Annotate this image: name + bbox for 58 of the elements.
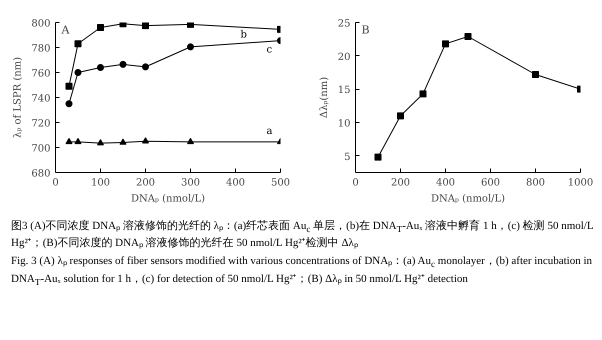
- annotation: A: [60, 24, 70, 36]
- point: [97, 139, 104, 146]
- point: [66, 138, 72, 144]
- point: [120, 22, 126, 28]
- point: [120, 60, 126, 68]
- point: [464, 33, 472, 40]
- x-tick-label: 200: [390, 178, 410, 188]
- x-tick-label: 300: [180, 178, 200, 188]
- point: [74, 40, 82, 48]
- point: [442, 40, 449, 48]
- point: [420, 90, 426, 98]
- y-tick-label: 800: [31, 18, 51, 30]
- x-tick-label: 100: [90, 178, 110, 188]
- x-tick-label: 0: [52, 178, 59, 188]
- annotation: B: [362, 24, 370, 36]
- y-tick-label: 5: [344, 152, 351, 163]
- x-tick-label: 800: [526, 178, 546, 188]
- x-tick-label: 200: [136, 178, 156, 188]
- x-tick-label: 400: [436, 178, 456, 188]
- point: [142, 137, 149, 144]
- x-tick-label: 1000: [568, 178, 594, 188]
- y-tick-label: 740: [31, 94, 51, 104]
- point: [120, 138, 126, 145]
- point: [187, 43, 194, 50]
- y-tick-label: 780: [31, 44, 51, 54]
- point: [142, 63, 149, 70]
- y-tick-label: 680: [31, 168, 51, 180]
- point: [74, 69, 82, 76]
- point: [532, 71, 539, 78]
- point: [66, 82, 72, 90]
- point: [187, 22, 194, 28]
- y-tick-label: 20: [338, 52, 351, 63]
- x-axis-title: DNAₚ (nmol/L): [430, 194, 506, 204]
- series-label: a: [266, 126, 272, 137]
- y-tick-label: 10: [338, 118, 351, 130]
- point: [66, 100, 72, 108]
- x-tick-label: 400: [226, 178, 246, 188]
- x-axis-title: DNAₚ (nmol/L): [130, 194, 206, 204]
- point: [397, 112, 404, 120]
- point: [74, 138, 82, 144]
- y-tick-label: 25: [338, 18, 351, 30]
- series-label: b: [240, 29, 247, 40]
- y-tick-label: 760: [31, 68, 51, 80]
- y-tick-label: 720: [31, 118, 51, 130]
- point: [187, 138, 194, 144]
- point: [374, 154, 382, 161]
- point: [97, 64, 104, 71]
- point: [97, 24, 104, 31]
- y-axis-title: λₚ of LSPR (nm): [12, 56, 24, 138]
- y-tick-label: 700: [31, 144, 51, 154]
- text: Fig. 3 (A) λₚ responses of fiber sensors modified with various concentrations of DNAₚ：(a) Au$_{c}$ monolayer，(b) after incubation in DNA$_{T}$-Auₓ solution for 1 h，(c) for detection of 50 nmol/L Hg²⁺；(B) Δλₚ in 50 nmol/L Hg²⁺ detection: [11, 255, 592, 288]
- series-label: c: [266, 44, 272, 56]
- x-tick-label: 0: [352, 178, 359, 188]
- x-tick-label: 500: [270, 178, 290, 188]
- x-tick-label: 600: [480, 178, 500, 188]
- point: [142, 22, 149, 30]
- y-axis-title: Δλₚ(nm): [318, 76, 330, 118]
- y-tick-label: 15: [338, 85, 351, 96]
